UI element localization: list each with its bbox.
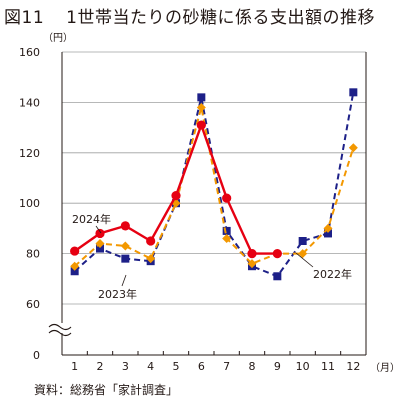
data-point: [121, 254, 130, 263]
x-tick-label: 2: [97, 360, 104, 373]
data-point: [349, 88, 358, 97]
data-point: [196, 120, 206, 130]
data-point: [171, 191, 181, 201]
series-line-2024年: [74, 121, 278, 255]
data-point: [120, 241, 130, 251]
x-tick-label: 7: [223, 360, 230, 373]
x-tick-label: 8: [249, 360, 256, 373]
series-label: 2022年: [313, 267, 352, 281]
y-tick-label: 100: [19, 197, 40, 210]
data-point: [120, 221, 130, 231]
x-tick-label: 1: [71, 360, 78, 373]
y-tick-label: 120: [19, 147, 40, 160]
data-point: [95, 228, 105, 239]
y-tick-label: 80: [26, 248, 40, 261]
data-point: [70, 261, 80, 271]
x-tick-label: 4: [147, 360, 154, 373]
data-point: [222, 233, 232, 243]
data-point: [272, 249, 282, 259]
x-axis-unit: （月）: [370, 362, 400, 374]
x-tick-label: 6: [198, 360, 205, 373]
source-note: 資料：総務省「家計調査」: [34, 383, 179, 397]
data-point: [298, 237, 307, 245]
x-tick-label: 3: [122, 360, 129, 373]
data-point: [222, 193, 232, 203]
data-point: [96, 244, 104, 253]
series-label-leader: [121, 274, 127, 287]
data-point: [348, 143, 358, 153]
chart-title: 図11 1世帯当たりの砂糖に係る支出額の推移: [4, 3, 375, 28]
data-point: [324, 229, 332, 238]
series-label-leader: [95, 225, 102, 234]
series-line-2022年: [74, 92, 355, 278]
data-point: [70, 267, 79, 276]
data-point: [95, 239, 105, 249]
x-tick-label: 10: [296, 360, 310, 373]
figure-number: 図11: [4, 8, 45, 28]
axis-break-wave-bottom: [48, 329, 72, 337]
series-label: 2024年: [72, 212, 111, 226]
data-point: [196, 102, 206, 112]
data-point: [323, 223, 333, 233]
data-point: [273, 272, 282, 281]
title-text: 1世帯当たりの砂糖に係る支出額の推移: [66, 8, 375, 28]
x-tick-label: 5: [173, 360, 180, 373]
x-tick-label: 9: [274, 360, 281, 373]
data-point: [247, 249, 257, 259]
axis-break-wave-top: [48, 323, 72, 331]
data-point: [222, 226, 231, 235]
y-axis-unit: （円）: [43, 32, 73, 44]
x-tick-label: 11: [321, 360, 335, 373]
data-point: [298, 249, 308, 259]
data-point: [146, 254, 156, 264]
series-label-leader: [295, 252, 314, 268]
y-tick-label: 140: [19, 96, 40, 109]
y-tick-label: 60: [26, 298, 40, 311]
y-tick-label: 0: [33, 349, 40, 362]
data-point: [146, 236, 156, 246]
x-tick-label: 12: [346, 360, 360, 373]
data-point: [247, 259, 257, 269]
data-point: [70, 246, 80, 256]
y-tick-label: 160: [19, 46, 40, 59]
data-point: [197, 93, 206, 102]
series-label: 2023年: [98, 287, 137, 301]
series-line-2023年: [74, 107, 355, 267]
